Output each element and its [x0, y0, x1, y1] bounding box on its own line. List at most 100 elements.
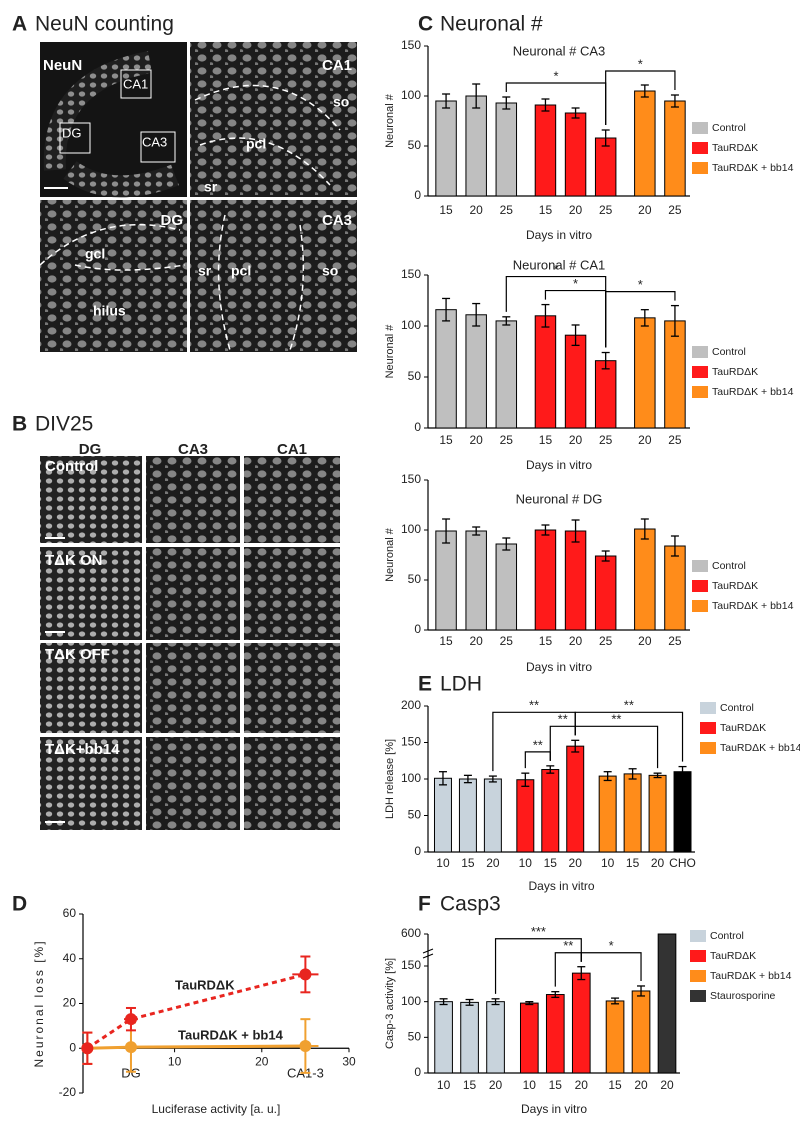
bar: [605, 1000, 625, 1074]
x-tick-label: 15: [439, 634, 453, 648]
x-tick-label: 15: [549, 1078, 563, 1092]
significance-bracket: [574, 725, 659, 769]
legend-swatch: [692, 600, 708, 612]
micrograph: [40, 200, 187, 352]
y-axis-title: LDH release [%]: [384, 739, 396, 819]
x-tick-label: 25: [668, 433, 682, 447]
panel-letter: C: [418, 13, 433, 36]
significance-bracket: [574, 711, 684, 762]
x-tick-label: 20: [470, 433, 484, 447]
y-tick-label: 100: [401, 771, 421, 785]
column-header: DG: [79, 441, 102, 458]
micrograph: [190, 42, 357, 197]
stain-label: NeuN: [43, 57, 82, 74]
layer-boundary: [194, 84, 341, 186]
legend-swatch: [700, 722, 716, 734]
y-axis-title: Neuronal #: [384, 527, 396, 582]
x-tick-label: 15: [461, 856, 475, 870]
bar: [495, 320, 518, 429]
x-tick-label: 15: [626, 856, 640, 870]
bar: [566, 745, 585, 853]
legend-label: Control: [710, 930, 744, 942]
x-tick-label: 15: [539, 634, 553, 648]
x-tick-label: 20: [651, 856, 665, 870]
micrograph: [40, 547, 142, 640]
y-tick-label: 150: [401, 735, 421, 749]
significance-label: *: [638, 56, 643, 71]
y-tick-label: 0: [69, 1040, 76, 1054]
micrograph: [146, 547, 240, 640]
panel-letter: D: [12, 893, 27, 916]
chart-title: Neuronal # CA1: [513, 257, 606, 272]
bar: [435, 309, 457, 429]
bar: [519, 1002, 539, 1074]
layer-label: hilus: [93, 303, 126, 319]
micrograph: [146, 456, 240, 543]
x-tick-label: 10: [437, 1078, 451, 1092]
chart-title: Neuronal # CA3: [513, 43, 606, 58]
x-tick-label: 10: [168, 1054, 182, 1068]
micrograph: [146, 643, 240, 733]
legend-swatch: [692, 122, 708, 134]
layer-boundary: [39, 224, 186, 271]
x-tick-label: 20: [660, 1078, 674, 1092]
point: [124, 1013, 137, 1026]
micrograph: [244, 643, 340, 733]
region-box: [140, 131, 176, 163]
layer-label: gcl: [85, 246, 105, 262]
y-tick-label: -20: [59, 1085, 77, 1099]
x-tick-label: 30: [342, 1054, 356, 1068]
y-tick-label: 150: [401, 267, 421, 281]
x-tick-label: 20: [489, 1078, 503, 1092]
x-axis-title: Days in vitro: [521, 1102, 587, 1116]
y-tick-label: 0: [414, 1065, 421, 1079]
bar: [664, 320, 686, 429]
point: [299, 968, 312, 981]
x-tick-label: 20: [569, 433, 583, 447]
y-tick-label: 0: [414, 622, 421, 636]
bar: [465, 314, 487, 429]
legend-label: TauRDΔK: [720, 722, 766, 734]
legend-label: Control: [712, 122, 746, 134]
micrograph: [244, 547, 340, 640]
x-tick-label: 20: [569, 634, 583, 648]
x-tick-label: 20: [470, 203, 484, 217]
bar: [598, 775, 617, 853]
legend-swatch: [690, 990, 706, 1002]
bar: [648, 774, 667, 853]
x-tick-label: 20: [255, 1054, 269, 1068]
panel-title: Neuronal #: [440, 13, 543, 36]
bar: [664, 100, 686, 197]
x-tick-label: 25: [500, 203, 514, 217]
layer-label: pcl: [231, 263, 251, 279]
legend-swatch: [692, 162, 708, 174]
y-tick-label: 100: [401, 522, 421, 536]
panel-title: NeuN counting: [35, 13, 174, 36]
legend-swatch: [692, 366, 708, 378]
legend-swatch: [690, 970, 706, 982]
x-tick-label: 15: [439, 433, 453, 447]
x-tick-label: 20: [470, 634, 484, 648]
panel-letter: E: [418, 673, 432, 696]
legend-swatch: [692, 346, 708, 358]
x-tick-label: 10: [519, 856, 533, 870]
significance-bracket: [494, 938, 582, 994]
y-tick-label: 50: [408, 138, 422, 152]
y-tick-label: 0: [414, 188, 421, 202]
y-axis-title: Neuronal loss [%]: [32, 939, 46, 1067]
bar: [483, 778, 502, 853]
series-line: [86, 972, 306, 1050]
x-tick-label: 15: [544, 856, 558, 870]
x-tick-label: 15: [539, 203, 553, 217]
legend-label: TauRDΔK: [710, 950, 756, 962]
significance-label: **: [558, 712, 568, 727]
x-tick-label: 10: [523, 1078, 537, 1092]
y-tick-label: 150: [401, 38, 421, 52]
significance-label: **: [624, 698, 634, 713]
legend-swatch: [700, 702, 716, 714]
y-tick-label: 100: [401, 994, 421, 1008]
y-tick-label: 0: [414, 420, 421, 434]
panel-letter: F: [418, 893, 431, 916]
legend-label: Staurosporine: [710, 990, 776, 1002]
region-box: [59, 122, 91, 154]
